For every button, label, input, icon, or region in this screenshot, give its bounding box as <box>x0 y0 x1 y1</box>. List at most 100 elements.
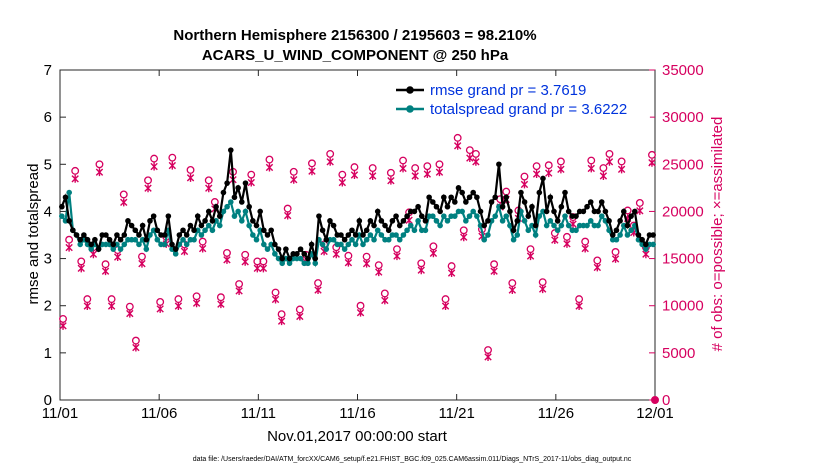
spread-point <box>385 236 392 243</box>
rmse-point <box>275 246 282 252</box>
obs-assimilated-marker <box>126 309 134 318</box>
rmse-point <box>396 222 403 229</box>
rmse-point <box>264 232 271 238</box>
spread-point <box>66 189 72 196</box>
rmse-point <box>470 189 476 196</box>
spread-point <box>216 222 223 229</box>
rmse-point <box>114 232 120 238</box>
spread-point <box>624 232 631 238</box>
rmse-point <box>382 222 388 229</box>
y-left-tick-label: 5 <box>44 156 52 173</box>
rmse-point <box>635 232 642 238</box>
spread-point <box>470 208 476 215</box>
rmse-point <box>77 236 84 243</box>
rmse-point <box>371 222 377 229</box>
rmse-point <box>136 232 142 238</box>
spread-point <box>503 213 510 219</box>
spread-point <box>378 232 385 238</box>
spread-point <box>587 218 594 224</box>
x-tick-label: 11/01 <box>42 405 78 422</box>
rmse-point <box>360 232 366 238</box>
obs-possible-marker <box>423 162 432 171</box>
spread-point <box>650 241 656 248</box>
rmse-point <box>84 236 91 243</box>
rmse-point <box>191 227 197 234</box>
rmse-point <box>169 241 175 248</box>
rmse-point <box>503 194 510 201</box>
obs-assimilated-marker <box>563 239 571 248</box>
spread-point <box>191 236 197 243</box>
spread-point <box>514 232 521 238</box>
obs-assimilated-marker <box>235 286 243 295</box>
rmse-point <box>389 218 396 224</box>
obs-assimilated-marker <box>605 157 614 166</box>
obs-possible-marker <box>544 161 553 170</box>
rmse-point <box>474 194 480 201</box>
y-axis-label-left: rmse and totalspread <box>25 164 42 305</box>
spread-point <box>220 208 227 215</box>
y-axis-label-right: # of obs: o=possible; ×=assimilated <box>709 117 726 352</box>
y-left-tick-label: 3 <box>44 251 52 268</box>
rmse-point <box>441 194 447 201</box>
obs-possible-marker <box>532 162 541 171</box>
spread-point <box>319 241 326 248</box>
chart-title-line1: Northern Hemisphere 2156300 / 2195603 = … <box>173 27 536 44</box>
obs-assimilated-marker <box>611 254 620 263</box>
y-left-tick-label: 1 <box>44 345 52 362</box>
spread-point <box>231 213 238 219</box>
obs-assimilated-marker <box>460 233 468 242</box>
obs-possible-marker <box>399 156 407 165</box>
rmse-point <box>584 203 590 210</box>
rmse-point <box>235 185 241 191</box>
rmse-point <box>620 208 627 215</box>
rmse-point <box>598 199 605 205</box>
obs-assimilated-marker <box>326 157 334 166</box>
rmse-point <box>283 246 289 252</box>
rmse-point <box>595 208 601 215</box>
rmse-point <box>330 222 337 229</box>
spread-point <box>492 213 499 219</box>
x-tick-label: 11/06 <box>141 405 177 422</box>
spread-point <box>143 246 150 252</box>
rmse-point <box>253 222 260 229</box>
obs-assimilated-marker <box>174 302 183 311</box>
obs-possible-marker <box>326 149 335 158</box>
obs-assimilated-marker <box>648 158 656 167</box>
y-right-tick-label: 25000 <box>662 156 704 173</box>
spread-point <box>628 227 634 234</box>
spread-point <box>242 208 249 215</box>
y-left-tick-label: 6 <box>44 109 52 126</box>
spread-point <box>59 213 65 219</box>
rmse-point <box>231 194 238 201</box>
y-right-tick-label: 35000 <box>662 62 704 79</box>
obs-assimilated-marker <box>198 244 207 253</box>
rmse-point <box>650 232 656 238</box>
rmse-point <box>518 189 524 196</box>
obs-possible-marker <box>119 190 128 199</box>
rmse-point <box>70 227 76 234</box>
spread-point <box>374 227 381 234</box>
rmse-point <box>216 213 223 219</box>
obs-assimilated-marker <box>429 249 438 258</box>
rmse-point <box>327 218 333 224</box>
obs-assimilated-marker <box>223 255 231 264</box>
rmse-point <box>176 232 183 238</box>
spread-point <box>172 251 179 257</box>
rmse-point <box>172 246 179 252</box>
obs-assimilated-marker <box>101 267 110 276</box>
spread-point <box>253 236 260 243</box>
footer-data-file: data file: /Users/raeder/DAI/ATM_forcXX/… <box>193 456 632 463</box>
spread-point <box>525 227 532 234</box>
spread-point <box>474 213 480 219</box>
obs-assimilated-marker <box>435 168 444 177</box>
spread-point <box>330 236 337 243</box>
obs-possible-marker <box>617 157 626 166</box>
obs-assimilated-marker <box>65 243 73 252</box>
obs-assimilated-marker <box>375 268 383 277</box>
obs-assimilated-marker <box>332 250 340 259</box>
obs-assimilated-marker <box>453 141 462 150</box>
spread-point <box>452 213 458 219</box>
obs-assimilated-marker <box>89 250 98 259</box>
spread-point <box>88 246 95 252</box>
rmse-point <box>121 232 128 238</box>
